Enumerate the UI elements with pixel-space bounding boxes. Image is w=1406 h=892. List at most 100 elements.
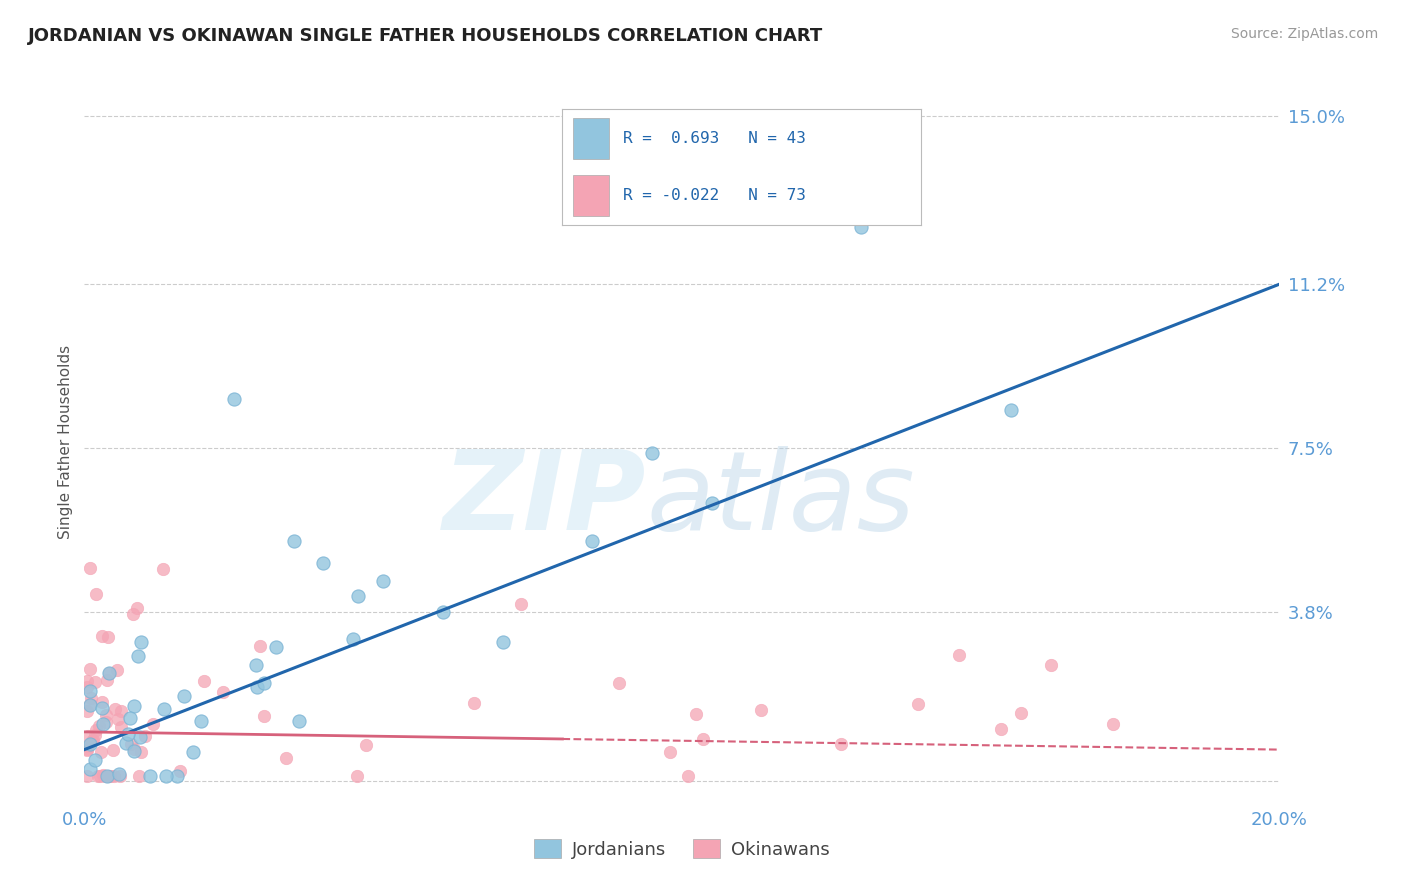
Point: [253, 676, 276, 690]
Point: [127, 648, 149, 663]
Point: [266, 640, 288, 654]
Point: [80, 691, 103, 706]
Point: [346, 769, 368, 783]
Point: [347, 590, 370, 604]
Point: [90, 695, 112, 709]
Point: [685, 707, 707, 722]
Point: [79, 737, 101, 751]
Text: atlas: atlas: [647, 446, 915, 553]
Point: [283, 534, 305, 549]
Point: [373, 574, 395, 588]
Point: [79, 697, 101, 711]
Point: [110, 720, 132, 734]
Point: [253, 709, 276, 723]
Point: [1040, 658, 1063, 673]
Point: [181, 745, 204, 759]
Point: [76, 673, 98, 688]
Point: [91, 717, 114, 731]
Point: [659, 745, 682, 759]
Point: [222, 392, 245, 407]
Legend: Jordanians, Okinawans: Jordanians, Okinawans: [527, 832, 837, 866]
Point: [93, 768, 115, 782]
Point: [98, 769, 121, 783]
Point: [90, 629, 112, 643]
Point: [107, 767, 129, 781]
Point: [354, 738, 377, 752]
Point: [86, 587, 108, 601]
Point: [122, 607, 145, 622]
Point: [131, 635, 153, 649]
Point: [103, 769, 125, 783]
Point: [830, 737, 852, 751]
Point: [122, 742, 145, 756]
Point: [152, 562, 174, 576]
Point: [97, 630, 120, 644]
Text: ZIP: ZIP: [443, 446, 647, 553]
Point: [84, 723, 107, 737]
Point: [107, 713, 129, 727]
Point: [190, 714, 212, 728]
Point: [125, 601, 148, 615]
Point: [173, 689, 195, 703]
Point: [1010, 706, 1032, 720]
Point: [83, 674, 105, 689]
Point: [142, 716, 165, 731]
Point: [77, 739, 100, 753]
Point: [89, 769, 111, 783]
Point: [96, 769, 118, 783]
Point: [509, 597, 531, 611]
Point: [77, 729, 100, 743]
Point: [990, 722, 1012, 736]
Point: [607, 675, 630, 690]
Point: [87, 769, 110, 783]
Point: [155, 769, 177, 783]
Point: [84, 728, 107, 742]
Point: [122, 744, 145, 758]
Point: [122, 698, 145, 713]
Point: [492, 635, 515, 649]
Point: [100, 769, 122, 783]
Point: [129, 745, 152, 759]
Point: [249, 639, 271, 653]
Point: [581, 534, 603, 549]
Text: Source: ZipAtlas.com: Source: ZipAtlas.com: [1230, 27, 1378, 41]
Point: [104, 702, 127, 716]
Point: [79, 763, 101, 777]
Point: [342, 632, 364, 646]
Point: [948, 648, 970, 663]
Point: [152, 702, 174, 716]
Point: [98, 665, 121, 680]
Point: [94, 708, 117, 723]
Point: [692, 731, 714, 746]
Point: [79, 698, 101, 712]
Point: [463, 696, 485, 710]
Point: [110, 769, 132, 783]
Point: [76, 704, 98, 718]
Point: [641, 446, 664, 460]
Point: [118, 711, 141, 725]
Point: [288, 714, 311, 729]
Point: [432, 605, 454, 619]
Point: [134, 729, 156, 743]
Point: [79, 561, 101, 575]
Point: [79, 662, 101, 676]
Point: [110, 704, 132, 718]
Point: [90, 701, 112, 715]
Point: [166, 769, 188, 783]
Point: [700, 496, 723, 510]
Point: [193, 674, 215, 689]
Point: [90, 745, 112, 759]
Point: [169, 764, 191, 778]
Point: [87, 719, 110, 733]
Point: [1000, 402, 1022, 417]
Point: [96, 673, 118, 688]
Point: [907, 697, 929, 711]
Point: [312, 557, 335, 571]
Point: [83, 753, 105, 767]
Point: [276, 751, 298, 765]
Point: [76, 743, 98, 757]
Point: [246, 680, 269, 694]
Point: [82, 733, 104, 747]
Point: [749, 703, 772, 717]
Point: [76, 769, 98, 783]
